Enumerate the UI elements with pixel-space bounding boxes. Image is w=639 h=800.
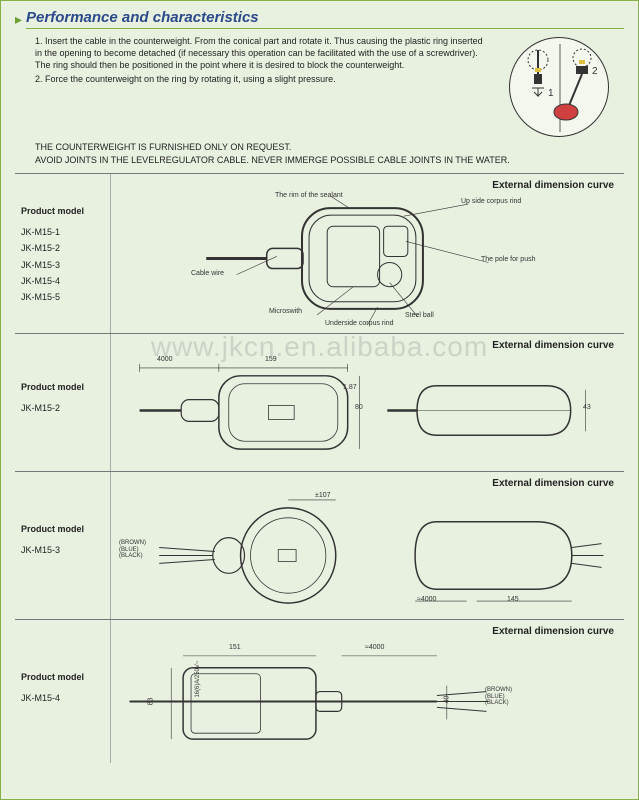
page: ▸ Performance and characteristics 1. Ins… [0, 0, 639, 800]
svg-text:1: 1 [548, 88, 554, 99]
wire-black: (BLACK) [485, 700, 512, 707]
model-item: JK-M15-2 [21, 400, 104, 416]
install-diagram-wrap: 1 2 [494, 33, 624, 137]
wire-blue: (BLUE) [119, 547, 146, 554]
diagram-2: 4000 159 80 1.87 43 [119, 356, 616, 465]
callout-steel: Steel ball [405, 312, 434, 319]
section-2: Product model JK-M15-2 External dimensio… [15, 333, 624, 471]
wire-black: (BLACK) [119, 553, 146, 560]
model-item: JK-M15-5 [21, 289, 104, 305]
dim-151: 151 [229, 644, 241, 651]
warning-line1: THE COUNTERWEIGHT IS FURNISHED ONLY ON R… [35, 141, 622, 153]
dim-159: 159 [265, 356, 277, 363]
warning-line2: AVOID JOINTS IN THE LEVELREGULATOR CABLE… [35, 154, 622, 166]
callout-upside: Up side corpus rind [461, 198, 521, 205]
section-4: Product model JK-M15-4 External dimensio… [15, 619, 624, 763]
diagram-4-svg: 16(6)A/250V~ [119, 642, 616, 757]
ext-curve-label: External dimension curve [492, 478, 614, 489]
page-title: Performance and characteristics [26, 9, 624, 29]
dim-145: 145 [507, 596, 519, 603]
section-1-right: External dimension curve [111, 174, 624, 333]
intro-p2: 2. Force the counterweight on the ring b… [35, 73, 484, 85]
svg-text:2: 2 [592, 66, 598, 77]
model-list-3: JK-M15-3 [21, 542, 104, 558]
dim-40: 40 [443, 696, 450, 704]
models-label: Product model [21, 672, 104, 682]
section-4-left: Product model JK-M15-4 [15, 620, 111, 763]
header-bar: ▸ Performance and characteristics [15, 9, 624, 29]
model-item: JK-M15-4 [21, 273, 104, 289]
wire-labels-4: (BROWN) (BLUE) (BLACK) [485, 687, 512, 707]
model-item: JK-M15-3 [21, 542, 104, 558]
section-3-left: Product model JK-M15-3 [15, 472, 111, 619]
callout-micro: Microswith [269, 308, 302, 315]
ext-curve-label: External dimension curve [492, 626, 614, 637]
model-item: JK-M15-1 [21, 224, 104, 240]
model-list-1: JK-M15-1 JK-M15-2 JK-M15-3 JK-M15-4 JK-M… [21, 224, 104, 305]
model-item: JK-M15-4 [21, 690, 104, 706]
dim-4000: ≈4000 [417, 596, 436, 603]
diagram-1-svg [119, 196, 616, 327]
intro-p1: 1. Insert the cable in the counterweight… [35, 35, 484, 71]
dim-80: 80 [355, 404, 363, 411]
callout-rim: The rim of the sealant [275, 192, 343, 199]
section-2-right: External dimension curve [111, 334, 624, 471]
wire-brown: (BROWN) [119, 540, 146, 547]
diagram-1: The rim of the sealant Up side corpus ri… [119, 196, 616, 327]
intro-row: 1. Insert the cable in the counterweight… [15, 33, 624, 137]
wire-labels-3: (BROWN) (BLUE) (BLACK) [119, 540, 146, 560]
section-2-left: Product model JK-M15-2 [15, 334, 111, 471]
intro-text: 1. Insert the cable in the counterweight… [15, 33, 486, 137]
svg-text:16(6)A/250V~: 16(6)A/250V~ [195, 660, 201, 697]
dim-107: ±107 [315, 492, 331, 499]
diagram-4: 16(6)A/250V~ 151 ≈4000 83 40 [119, 642, 616, 757]
install-diagram: 1 2 [509, 37, 609, 137]
wire-brown: (BROWN) [485, 687, 512, 694]
ext-curve-label: External dimension curve [492, 180, 614, 191]
model-list-2: JK-M15-2 [21, 400, 104, 416]
ext-curve-label: External dimension curve [492, 340, 614, 351]
warning-block: THE COUNTERWEIGHT IS FURNISHED ONLY ON R… [15, 137, 624, 173]
model-list-4: JK-M15-4 [21, 690, 104, 706]
section-4-right: External dimension curve 16(6)A/250V~ [111, 620, 624, 763]
section-3-right: External dimension curve [111, 472, 624, 619]
callout-pole: The pole for push [481, 256, 535, 263]
diagram-2-svg [119, 356, 616, 465]
models-label: Product model [21, 206, 104, 216]
models-label: Product model [21, 524, 104, 534]
dim-187: 1.87 [343, 384, 357, 391]
diagram-3: ±107 ≈4000 145 (BROWN) (BLUE) (BLACK) [119, 494, 616, 613]
dim-4000: ≈4000 [365, 644, 384, 651]
callout-underside: Underside corpus rind [325, 320, 393, 327]
model-item: JK-M15-2 [21, 240, 104, 256]
arrow-icon: ▸ [15, 11, 22, 28]
dim-83: 83 [147, 698, 154, 706]
dim-4000: 4000 [157, 356, 173, 363]
model-item: JK-M15-3 [21, 257, 104, 273]
models-label: Product model [21, 382, 104, 392]
dim-43: 43 [583, 404, 591, 411]
callout-cable: Cable wire [191, 270, 224, 277]
section-1-left: Product model JK-M15-1 JK-M15-2 JK-M15-3… [15, 174, 111, 333]
install-diagram-svg: 1 2 [510, 38, 610, 138]
section-3: Product model JK-M15-3 External dimensio… [15, 471, 624, 619]
diagram-3-svg [119, 494, 616, 613]
section-1: Product model JK-M15-1 JK-M15-2 JK-M15-3… [15, 173, 624, 333]
wire-blue: (BLUE) [485, 694, 512, 701]
